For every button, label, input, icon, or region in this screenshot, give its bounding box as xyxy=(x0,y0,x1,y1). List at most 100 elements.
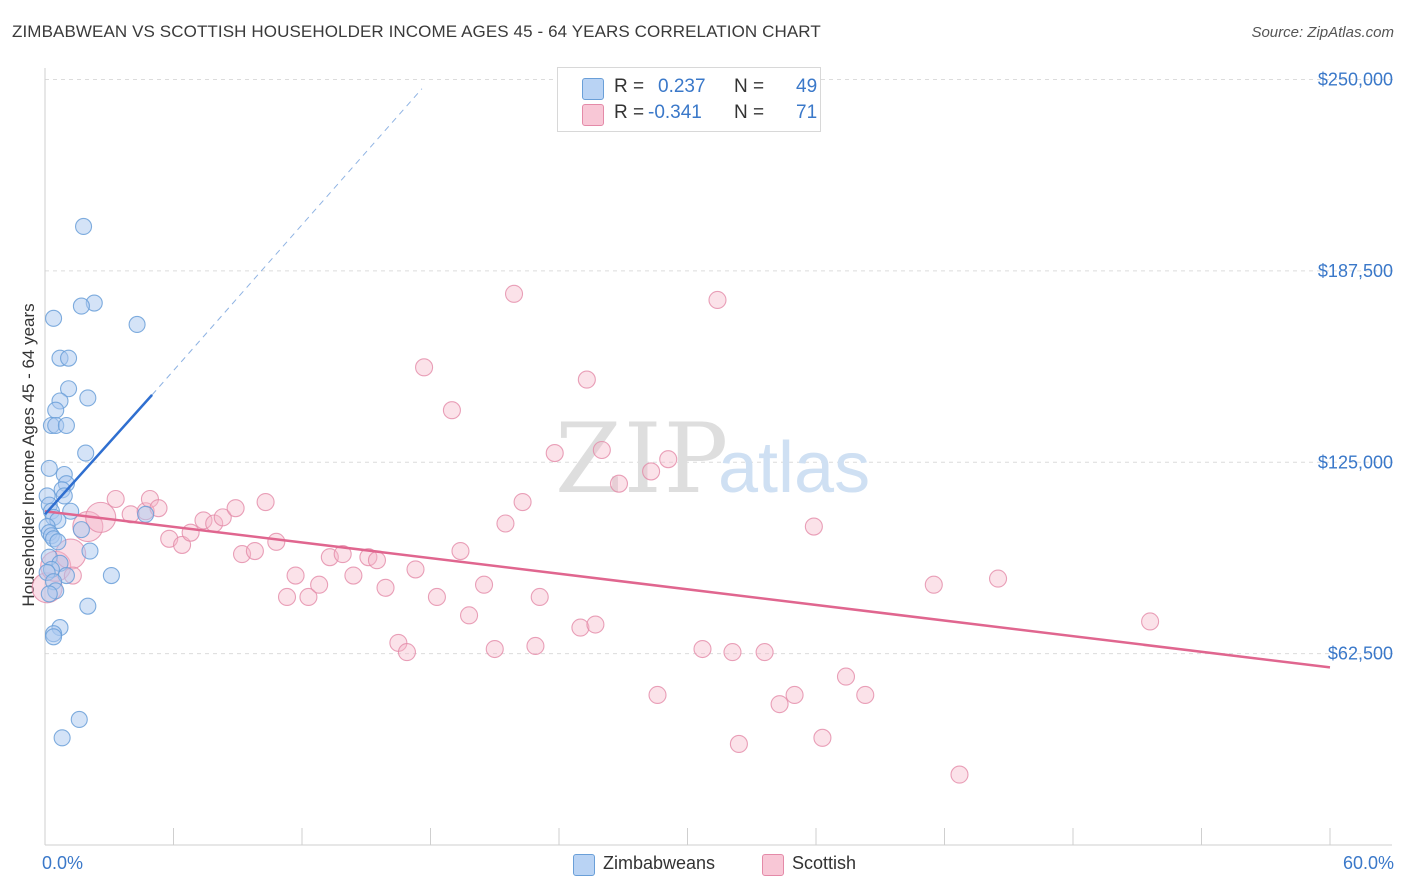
watermark-atlas: atlas xyxy=(718,428,870,508)
scottish-point xyxy=(299,587,318,607)
scottish-point xyxy=(344,566,363,585)
zimbabwean-point xyxy=(60,380,78,398)
scottish-point xyxy=(530,587,549,607)
zimbabwean-trend-line xyxy=(44,394,154,516)
scottish-point xyxy=(586,615,605,634)
scottish-point xyxy=(194,511,213,530)
scottish-point xyxy=(451,541,470,561)
scottish-point xyxy=(571,618,590,637)
legend-r-label: R = xyxy=(614,76,645,97)
scottish-point xyxy=(173,535,192,554)
bottom-legend-swatch-pink xyxy=(762,854,784,876)
legend-n-label: N = xyxy=(734,76,765,97)
zimbabwean-point xyxy=(128,315,146,334)
legend-swatch-blue xyxy=(582,78,604,100)
scottish-point xyxy=(770,695,789,714)
scottish-point xyxy=(755,643,774,662)
scottish-point xyxy=(592,440,611,460)
scottish-point xyxy=(856,685,875,705)
scottish-point xyxy=(333,545,352,564)
scottish-point xyxy=(729,734,748,754)
zimbabwean-point xyxy=(49,533,67,551)
scottish-point xyxy=(367,551,387,570)
scottish-trend-line xyxy=(44,510,1331,669)
scottish-point xyxy=(693,639,712,659)
zimbabwean-point xyxy=(102,566,120,585)
scottish-point xyxy=(804,517,823,536)
scottish-point xyxy=(277,587,297,607)
zimbabwean-trend-extension xyxy=(151,88,423,396)
legend-r-value: -0.341 xyxy=(648,102,702,123)
scottish-point xyxy=(181,523,200,542)
scottish-point xyxy=(526,636,545,656)
zimbabwean-point xyxy=(60,349,78,367)
chart-title: ZIMBABWEAN VS SCOTTISH HOUSEHOLDER INCOM… xyxy=(12,22,821,41)
scottish-point xyxy=(545,444,564,463)
correlation-legend: R = 0.237 N = 49 R = -0.341 N = 71 xyxy=(557,67,821,132)
x-tick-label-max: 60.0% xyxy=(1342,853,1394,873)
watermark-zip: ZIP xyxy=(555,403,730,515)
zimbabwean-point xyxy=(55,487,73,505)
scottish-point xyxy=(1141,612,1160,631)
zimbabwean-point xyxy=(70,710,88,729)
scottish-point xyxy=(924,575,943,594)
scottish-point xyxy=(245,541,264,561)
zimbabwean-point xyxy=(57,416,75,435)
bottom-legend-swatch-blue xyxy=(573,854,595,876)
scottish-point xyxy=(415,358,434,377)
legend-n-value: 49 xyxy=(796,76,818,97)
y-tick-label: $125,000 xyxy=(1318,452,1393,472)
zimbabwean-point xyxy=(137,505,155,523)
scottish-point xyxy=(406,560,425,579)
scottish-point xyxy=(442,401,461,420)
scottish-point xyxy=(577,370,596,389)
zimbabwean-point xyxy=(45,628,63,646)
scottish-point xyxy=(427,587,446,607)
scottish-point xyxy=(988,569,1008,588)
scottish-point xyxy=(310,575,329,594)
source-label: Source: ZipAtlas.com xyxy=(1251,24,1394,41)
scottish-point xyxy=(785,685,804,705)
scottish-point xyxy=(496,514,515,533)
zimbabwean-point xyxy=(79,597,97,615)
zimbabwean-point xyxy=(77,444,95,462)
scottish-point xyxy=(504,284,524,303)
scottish-point xyxy=(256,493,275,512)
y-tick-label: $187,500 xyxy=(1318,261,1393,281)
scottish-point xyxy=(106,489,125,509)
scottish-point xyxy=(213,508,232,527)
zimbabwean-point xyxy=(47,401,65,419)
scottish-point xyxy=(609,474,629,493)
scottish-point xyxy=(648,685,667,705)
zimbabwean-point xyxy=(40,459,58,477)
bottom-legend-label-scottish: Scottish xyxy=(792,853,857,873)
legend-n-label: N = xyxy=(734,102,765,123)
scottish-point xyxy=(708,290,727,310)
scottish-point xyxy=(485,639,504,659)
scottish-point xyxy=(950,765,969,784)
scottish-point xyxy=(813,728,832,747)
legend-n-value: 71 xyxy=(796,102,818,123)
zimbabwean-point xyxy=(72,297,90,315)
bottom-legend-label-zimbabweans: Zimbabweans xyxy=(603,853,716,873)
scottish-point xyxy=(642,462,661,481)
zimbabwean-point xyxy=(81,542,99,560)
scottish-point xyxy=(459,606,479,625)
legend-swatch-pink xyxy=(582,104,604,126)
zimbabwean-point xyxy=(45,309,63,327)
zimbabwean-point xyxy=(40,585,58,603)
y-tick-label: $62,500 xyxy=(1328,644,1393,664)
scottish-point xyxy=(286,566,305,585)
legend-r-label: R = xyxy=(614,102,645,123)
zimbabwean-point xyxy=(75,217,93,236)
zimbabwean-point xyxy=(72,521,90,539)
scottish-point xyxy=(513,493,532,512)
scottish-point xyxy=(267,532,286,551)
scottish-point xyxy=(376,578,395,597)
scottish-point xyxy=(474,575,494,594)
scottish-point xyxy=(723,643,742,662)
scottish-point xyxy=(836,667,856,686)
y-tick-label: $250,000 xyxy=(1318,70,1393,90)
zimbabwean-point xyxy=(53,729,71,747)
